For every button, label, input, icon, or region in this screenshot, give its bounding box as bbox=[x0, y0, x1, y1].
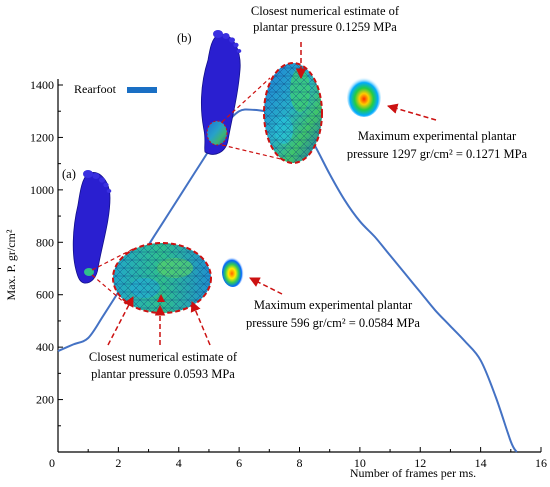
toe-a-3 bbox=[99, 177, 105, 183]
annotation-a-experimental-line2: pressure 596 gr/cm² = 0.0584 MPa bbox=[246, 316, 420, 330]
legend: Rearfoot bbox=[74, 82, 157, 96]
x-tick-label: 16 bbox=[535, 456, 547, 470]
y-tick-label: 1200 bbox=[30, 130, 54, 144]
y-tick-label: 1000 bbox=[30, 183, 54, 197]
panel-label-b: (b) bbox=[177, 31, 192, 45]
experimental-heatmap-a bbox=[222, 257, 244, 287]
arrow-a-numerical-3 bbox=[190, 301, 211, 346]
mesh-overlay-b bbox=[264, 63, 322, 163]
foot-model-b bbox=[200, 30, 242, 155]
annotation-b-experimental-line2: pressure 1297 gr/cm² = 0.1271 MPa bbox=[347, 147, 528, 161]
toe-a-1 bbox=[83, 170, 93, 178]
x-tick-label: 6 bbox=[236, 456, 242, 470]
magnified-heel-a bbox=[91, 242, 212, 314]
toe-b-3 bbox=[229, 37, 235, 43]
zoom-line-b-bottom bbox=[221, 144, 286, 161]
arrow-a-numerical-1 bbox=[107, 296, 134, 346]
legend-label: Rearfoot bbox=[74, 82, 117, 96]
magnified-outline-b bbox=[263, 62, 323, 164]
arrow-b-experimental bbox=[386, 103, 437, 121]
toe-b-1 bbox=[213, 30, 223, 38]
heel-region-b bbox=[207, 121, 227, 145]
heat-blob-a bbox=[222, 257, 244, 287]
y-tick-label: 200 bbox=[36, 393, 54, 407]
y-tick-label: 1400 bbox=[30, 78, 54, 92]
axes: 0 2 4 6 8 10 12 14 16 200 400 600 800 1000 1200 1400 N… bbox=[4, 78, 547, 480]
legend-swatch bbox=[127, 87, 157, 93]
foot-model-a bbox=[72, 170, 112, 284]
y-tick-label: 800 bbox=[36, 235, 54, 249]
x-axis-label: Number of frames per ms. bbox=[350, 466, 476, 480]
x-ticks: 0 2 4 6 8 10 12 14 16 bbox=[49, 447, 547, 470]
x-tick-label: 10 bbox=[354, 456, 366, 470]
peak-marker-a bbox=[157, 294, 165, 302]
toe-b-2 bbox=[222, 33, 230, 39]
zoom-line-a-bottom bbox=[91, 274, 127, 305]
toe-a-5 bbox=[106, 189, 112, 193]
annotation-b-experimental-line1: Maximum experimental plantar bbox=[358, 129, 517, 143]
arrow-a-experimental bbox=[249, 277, 283, 295]
annotation-arrows bbox=[107, 42, 437, 346]
foot-shape-a bbox=[72, 172, 111, 284]
y-axis-label: Max. P. gr/cm² bbox=[4, 229, 18, 300]
toe-b-5 bbox=[236, 49, 242, 53]
x-tick-label: 8 bbox=[297, 456, 303, 470]
panel-label-a: (a) bbox=[62, 167, 76, 181]
x-tick-label: 2 bbox=[115, 456, 121, 470]
annotation-a-numerical-line1: Closest numerical estimate of bbox=[89, 350, 238, 364]
x-tick-label: 4 bbox=[176, 456, 182, 470]
annotation-a-experimental-line1: Maximum experimental plantar bbox=[254, 298, 413, 312]
annotation-b-numerical-line2: plantar pressure 0.1259 MPa bbox=[253, 20, 397, 34]
annotation-b-numerical-line1: Closest numerical estimate of bbox=[251, 4, 400, 18]
x-tick-label: 12 bbox=[414, 456, 426, 470]
y-tick-label: 600 bbox=[36, 288, 54, 302]
heel-region-a bbox=[84, 268, 94, 276]
x-tick-label: 0 bbox=[49, 456, 55, 470]
x-tick-label: 14 bbox=[475, 456, 487, 470]
toe-b-4 bbox=[233, 42, 239, 48]
heat-blob-b bbox=[347, 77, 381, 117]
annotation-a-numerical-line2: plantar pressure 0.0593 MPa bbox=[91, 367, 235, 381]
mesh-overlay-a bbox=[113, 243, 211, 313]
experimental-heatmap-b bbox=[347, 77, 381, 117]
zoom-line-b-top bbox=[221, 77, 271, 123]
toe-a-4 bbox=[103, 182, 109, 188]
y-ticks: 200 400 600 800 1000 1200 1400 bbox=[30, 78, 63, 427]
heel-outline-b bbox=[206, 120, 228, 146]
y-tick-label: 400 bbox=[36, 340, 54, 354]
zoom-line-a-top bbox=[91, 247, 136, 271]
toe-a-2 bbox=[92, 173, 100, 179]
